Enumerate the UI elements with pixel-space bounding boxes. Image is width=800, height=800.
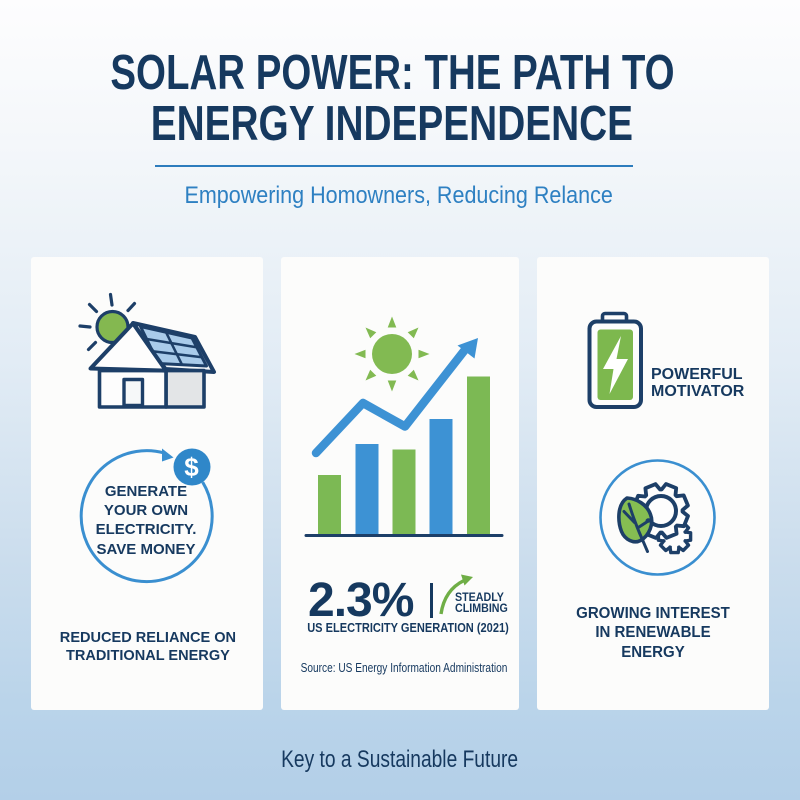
svg-text:$: $	[184, 452, 199, 482]
